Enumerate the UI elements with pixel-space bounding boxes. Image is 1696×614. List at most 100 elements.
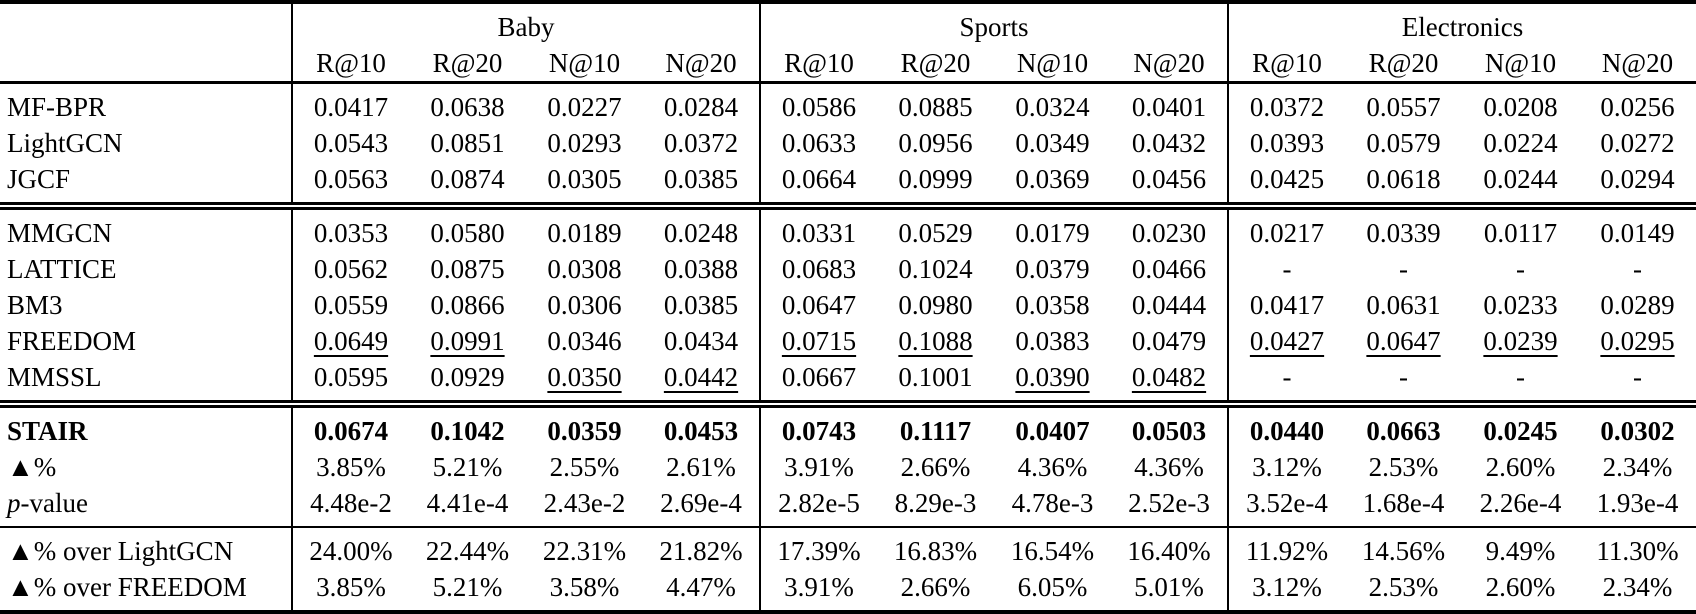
cell: 2.43e-2 xyxy=(526,485,643,528)
cell: 0.0353 xyxy=(291,206,409,251)
cell: 0.0385 xyxy=(643,161,760,210)
col-header: N@10 xyxy=(526,45,643,84)
cell: 0.0227 xyxy=(547,92,622,122)
cell: 0.0284 xyxy=(663,92,739,122)
cell: 0.0295 xyxy=(1600,326,1675,356)
cell: - xyxy=(1579,359,1696,408)
cell: 0.0586 xyxy=(759,82,877,125)
cell: 0.0999 xyxy=(877,161,994,210)
cell: 0.0442 xyxy=(643,359,760,408)
corner-cell xyxy=(0,2,292,45)
cell: 0.0244 xyxy=(1462,161,1579,210)
cell: 0.0664 xyxy=(759,161,877,210)
cell: 0.0349 xyxy=(1015,128,1090,158)
cell: 1.68e-4 xyxy=(1345,485,1462,528)
cell: 3.12% xyxy=(1227,449,1345,485)
row-label: MMGCN xyxy=(7,218,113,248)
col-header: N@10 xyxy=(994,45,1111,84)
cell: 2.53% xyxy=(1368,452,1439,482)
cell: 0.1117 xyxy=(899,416,972,446)
metric-header-row: R@10 R@20 N@10 N@20 R@10 R@20 N@10 N@20 … xyxy=(0,45,1696,84)
table-row-mmssl: MMSSL 0.0595 0.0929 0.0350 0.0442 0.0667… xyxy=(0,359,1696,408)
cell: 0.0851 xyxy=(430,128,505,158)
cell: 2.34% xyxy=(1602,452,1673,482)
cell: 0.0233 xyxy=(1483,290,1558,320)
cell: 0.0245 xyxy=(1483,416,1558,446)
row-label: p-value xyxy=(0,485,292,528)
cell: 2.61% xyxy=(666,452,736,482)
table-row-freedom: FREEDOM 0.0649 0.0991 0.0346 0.0434 0.07… xyxy=(0,323,1696,359)
cell: 0.0359 xyxy=(547,416,622,446)
cell: 0.0189 xyxy=(547,218,622,248)
table-header: Baby Sports Electronics R@10 R@20 N@10 N… xyxy=(0,2,1696,84)
cell: 2.66% xyxy=(900,452,971,482)
col-header: R@10 xyxy=(759,45,877,84)
cell: 5.21% xyxy=(432,572,503,602)
col-header: R@10 xyxy=(1227,45,1345,84)
group-header-sports: Sports xyxy=(759,2,1228,45)
corner-cell xyxy=(0,45,292,84)
row-label: ▲% over LightGCN xyxy=(7,536,234,566)
cell: 22.31% xyxy=(542,536,627,566)
cell: 0.0647 xyxy=(1366,326,1441,356)
cell: 0.0579 xyxy=(1366,128,1441,158)
cell: 0.0444 xyxy=(1131,290,1207,320)
cell: 0.0390 xyxy=(994,359,1111,408)
cell: 5.21% xyxy=(432,452,503,482)
cell: 0.0179 xyxy=(1015,218,1090,248)
cell: - xyxy=(1227,359,1345,408)
cell: 0.0633 xyxy=(759,125,877,161)
table-row-lattice: LATTICE 0.0562 0.0875 0.0308 0.0388 0.06… xyxy=(0,251,1696,287)
cell: 0.0503 xyxy=(1131,416,1207,446)
cell: 0.0580 xyxy=(430,218,505,248)
col-header: N@20 xyxy=(1579,45,1696,84)
group-header-row: Baby Sports Electronics xyxy=(0,2,1696,45)
cell: 11.30% xyxy=(1596,536,1679,566)
row-label: LATTICE xyxy=(7,254,117,284)
cell: 0.0874 xyxy=(409,161,526,210)
group-header-baby: Baby xyxy=(291,2,760,45)
table-row-p-value: p-value 4.48e-2 4.41e-4 2.43e-2 2.69e-4 … xyxy=(0,485,1696,528)
cell: 3.85% xyxy=(291,569,409,612)
cell: 0.0543 xyxy=(291,125,409,161)
cell: 0.0306 xyxy=(547,290,622,320)
row-label: BM3 xyxy=(7,290,63,320)
cell: 1.93e-4 xyxy=(1579,485,1696,528)
cell: 0.0358 xyxy=(1015,290,1090,320)
cell: 0.0393 xyxy=(1227,125,1345,161)
cell: 16.40% xyxy=(1127,536,1211,566)
cell: 0.0256 xyxy=(1600,92,1675,122)
cell: 0.0667 xyxy=(759,359,877,408)
col-header: N@20 xyxy=(643,45,760,84)
cell: 16.83% xyxy=(893,536,978,566)
cell: 0.0401 xyxy=(1131,92,1207,122)
cell: 3.52e-4 xyxy=(1227,485,1345,528)
table-row-lightgcn: LightGCN 0.0543 0.0851 0.0293 0.0372 0.0… xyxy=(0,125,1696,161)
cell: - xyxy=(1345,359,1462,408)
cell: 2.34% xyxy=(1602,572,1673,602)
cell: 0.0715 xyxy=(759,323,877,359)
cell: 4.48e-2 xyxy=(291,485,409,528)
col-header: R@10 xyxy=(291,45,409,84)
cell: 0.0379 xyxy=(1015,254,1090,284)
cell: 8.29e-3 xyxy=(877,485,994,528)
cell: 0.0440 xyxy=(1227,404,1345,449)
cell: 0.0866 xyxy=(430,290,505,320)
col-header: N@20 xyxy=(1111,45,1228,84)
cell: 0.0388 xyxy=(663,254,739,284)
cell: 0.1042 xyxy=(430,416,505,446)
cell: 2.66% xyxy=(900,572,971,602)
cell: 9.49% xyxy=(1485,536,1556,566)
col-header: R@20 xyxy=(409,45,526,84)
cell: 0.0595 xyxy=(291,359,409,408)
cell: 0.1088 xyxy=(898,326,973,356)
table-row-jgcf: JGCF 0.0563 0.0874 0.0305 0.0385 0.0664 … xyxy=(0,161,1696,210)
cell: 0.1001 xyxy=(877,359,994,408)
table-row-mf-bpr: MF-BPR 0.0417 0.0638 0.0227 0.0284 0.058… xyxy=(0,82,1696,125)
col-header: N@10 xyxy=(1462,45,1579,84)
cell: 0.0638 xyxy=(430,92,505,122)
group-header-electronics: Electronics xyxy=(1227,2,1696,45)
cell: 3.85% xyxy=(291,449,409,485)
cell: 0.0289 xyxy=(1600,290,1675,320)
